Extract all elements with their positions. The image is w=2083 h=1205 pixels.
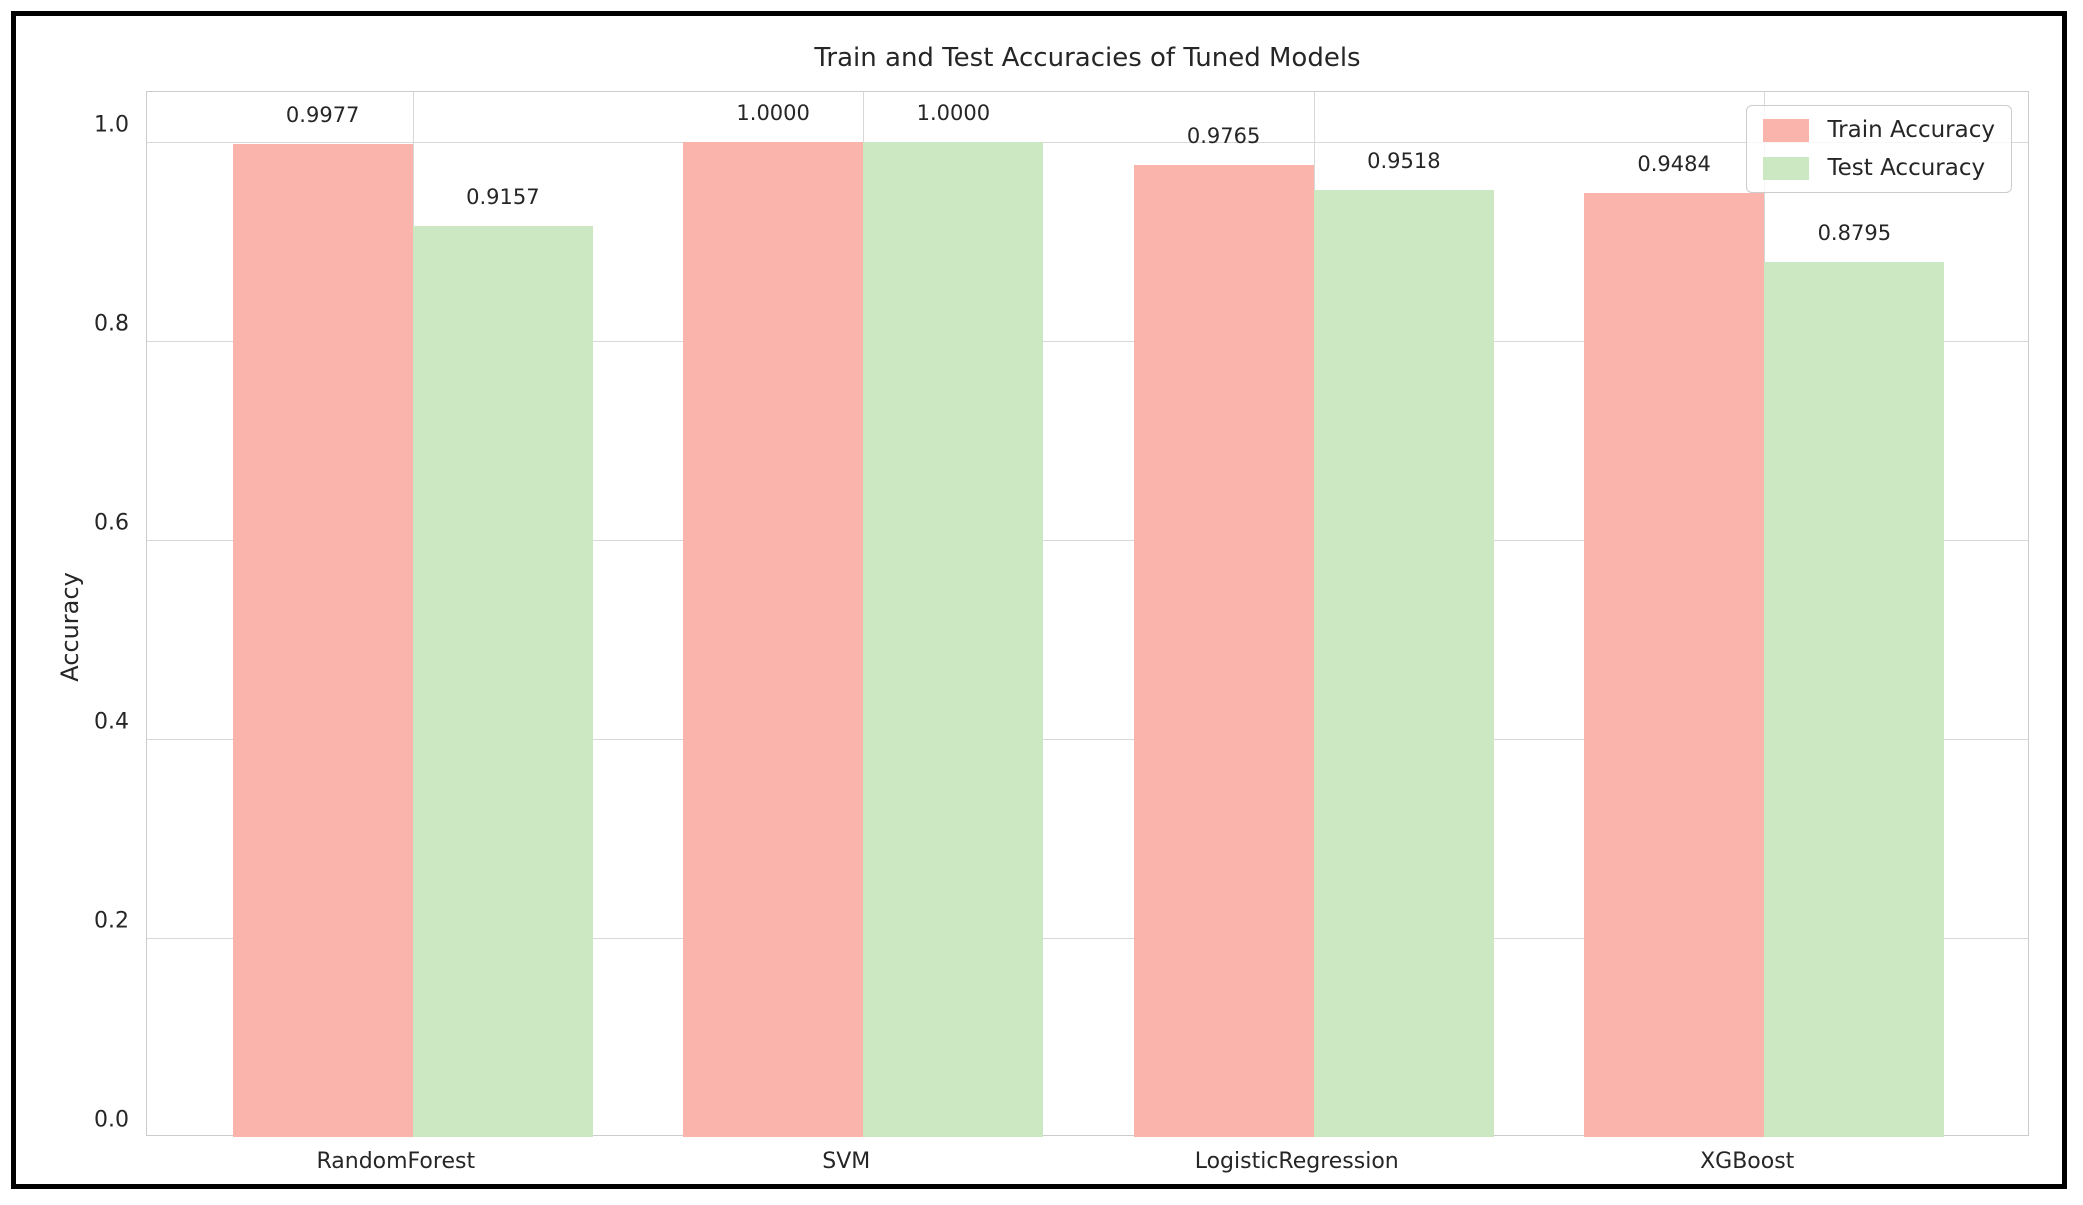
chart-title: Train and Test Accuracies of Tuned Model… bbox=[814, 43, 1361, 73]
bar-value-label: 1.0000 bbox=[916, 100, 991, 125]
train-bar-LogisticRegression bbox=[1133, 165, 1314, 1137]
bar-value-label: 0.9977 bbox=[285, 103, 360, 128]
y-tick-label: 0.2 bbox=[94, 908, 129, 934]
y-tick-label: 0.0 bbox=[94, 1107, 129, 1133]
bar-value-label: 0.8795 bbox=[1817, 220, 1892, 245]
train-bar-RandomForest bbox=[232, 144, 413, 1137]
x-tick-label-RandomForest: RandomForest bbox=[316, 1149, 476, 1174]
y-tick-label: 0.6 bbox=[94, 510, 129, 536]
h-gridline bbox=[147, 937, 2028, 939]
bar-value-label: 0.9484 bbox=[1637, 152, 1711, 177]
legend-label-train: Train Accuracy bbox=[1827, 117, 1995, 143]
plot-area: 0.9977 1.0000 0.9765 0.9484 0.9157 1.0000 0.95… bbox=[146, 91, 2029, 1137]
legend-item-train: Train Accuracy bbox=[1763, 117, 1995, 143]
h-gridline bbox=[147, 141, 2028, 143]
train-bar-SVM bbox=[683, 141, 864, 1137]
bar-value-label: 0.9765 bbox=[1186, 124, 1261, 149]
train-accuracy-swatch-icon bbox=[1763, 118, 1810, 142]
h-gridline bbox=[147, 340, 2028, 342]
legend: Train Accuracy Test Accuracy bbox=[1746, 105, 2012, 193]
bar-value-label: 1.0000 bbox=[736, 100, 810, 125]
y-tick-label: 0.8 bbox=[94, 311, 129, 337]
legend-item-test: Test Accuracy bbox=[1763, 155, 1995, 181]
legend-label-test: Test Accuracy bbox=[1827, 155, 1986, 181]
h-gridline bbox=[147, 738, 2028, 740]
bar-value-label: 0.9157 bbox=[466, 184, 540, 209]
test-bar-SVM bbox=[863, 141, 1044, 1137]
x-tick-label-XGBoost: XGBoost bbox=[1700, 1149, 1795, 1174]
test-bar-LogisticRegression bbox=[1313, 189, 1494, 1137]
bar-value-label: 0.9518 bbox=[1367, 148, 1441, 173]
h-gridline bbox=[147, 539, 2028, 541]
test-accuracy-swatch-icon bbox=[1763, 156, 1810, 180]
x-tick-label-LogisticRegression: LogisticRegression bbox=[1194, 1149, 1399, 1174]
figure-frame: Train and Test Accuracies of Tuned Model… bbox=[11, 11, 2067, 1189]
train-bar-XGBoost bbox=[1584, 193, 1765, 1137]
test-bar-XGBoost bbox=[1764, 261, 1945, 1137]
x-tick-label-SVM: SVM bbox=[822, 1149, 871, 1174]
y-tick-label: 0.4 bbox=[94, 709, 129, 735]
test-bar-RandomForest bbox=[412, 225, 593, 1137]
y-tick-label: 1.0 bbox=[94, 112, 129, 138]
y-axis-label: Accuracy bbox=[56, 572, 84, 682]
